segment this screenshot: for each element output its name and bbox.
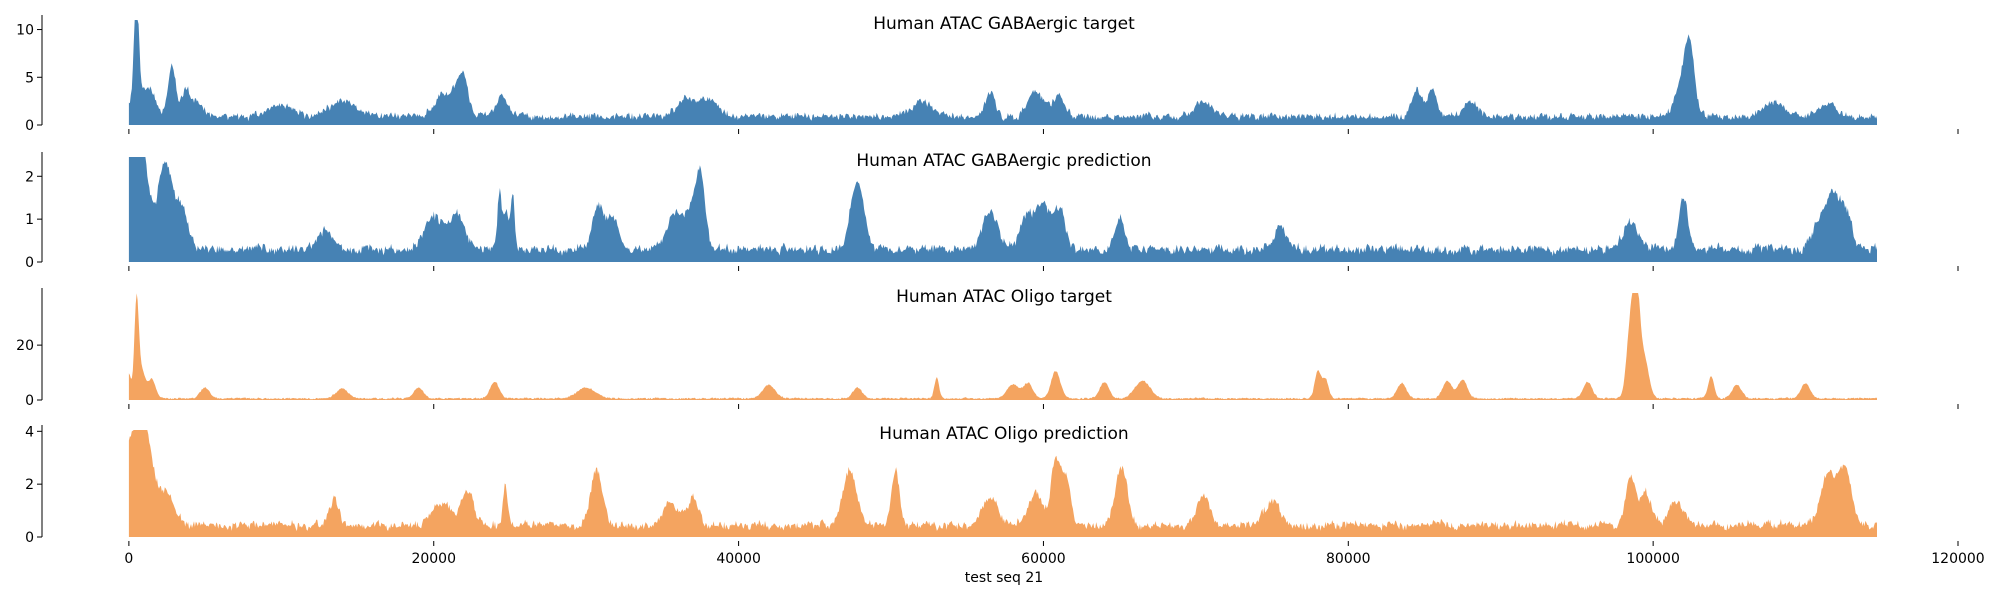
y-tick-label: 10 <box>16 23 34 39</box>
x-tick-label: 40000 <box>716 551 761 567</box>
x-tick-label: 20000 <box>411 551 456 567</box>
y-tick-label: 0 <box>25 118 34 134</box>
y-tick-label: 2 <box>25 477 34 493</box>
y-tick-label: 0 <box>25 393 34 409</box>
y-tick-label: 4 <box>25 424 34 440</box>
y-tick-label: 0 <box>25 530 34 546</box>
area-series-1 <box>128 20 1877 125</box>
y-tick-label: 2 <box>25 169 34 185</box>
x-tick-label: 60000 <box>1021 551 1066 567</box>
y-tick-label: 0 <box>25 255 34 271</box>
y-tick-label: 1 <box>25 212 34 228</box>
y-tick-label: 20 <box>16 338 34 354</box>
panel-title: Human ATAC GABAergic target <box>873 14 1135 34</box>
panel-1: 0 5 10 Human ATAC GABAergic target <box>16 14 1959 134</box>
chart-panels: 0 5 10 Human ATAC GABAergic target 0 1 2 Human … <box>16 14 1985 567</box>
panel-title: Human ATAC Oligo target <box>896 287 1112 307</box>
panel-3: 0 20 Human ATAC Oligo target <box>16 287 1959 409</box>
y-tick-label: 5 <box>25 70 34 86</box>
panel-title: Human ATAC GABAergic prediction <box>856 151 1151 171</box>
panel-2: 0 1 2 Human ATAC GABAergic prediction <box>25 151 1959 271</box>
area-series-3 <box>128 293 1877 400</box>
area-series-2 <box>128 157 1877 262</box>
x-tick-label: 0 <box>124 551 133 567</box>
x-tick-label: 100000 <box>1626 551 1679 567</box>
area-series-4 <box>128 430 1877 537</box>
panel-4: 0 2 4 0 20000 40000 60000 80000 100000 120000 Huma… <box>25 424 1985 567</box>
x-tick-label: 80000 <box>1326 551 1371 567</box>
x-tick-label: 120000 <box>1931 551 1984 567</box>
x-axis-label: test seq 21 <box>965 570 1043 586</box>
panel-title: Human ATAC Oligo prediction <box>879 424 1128 444</box>
